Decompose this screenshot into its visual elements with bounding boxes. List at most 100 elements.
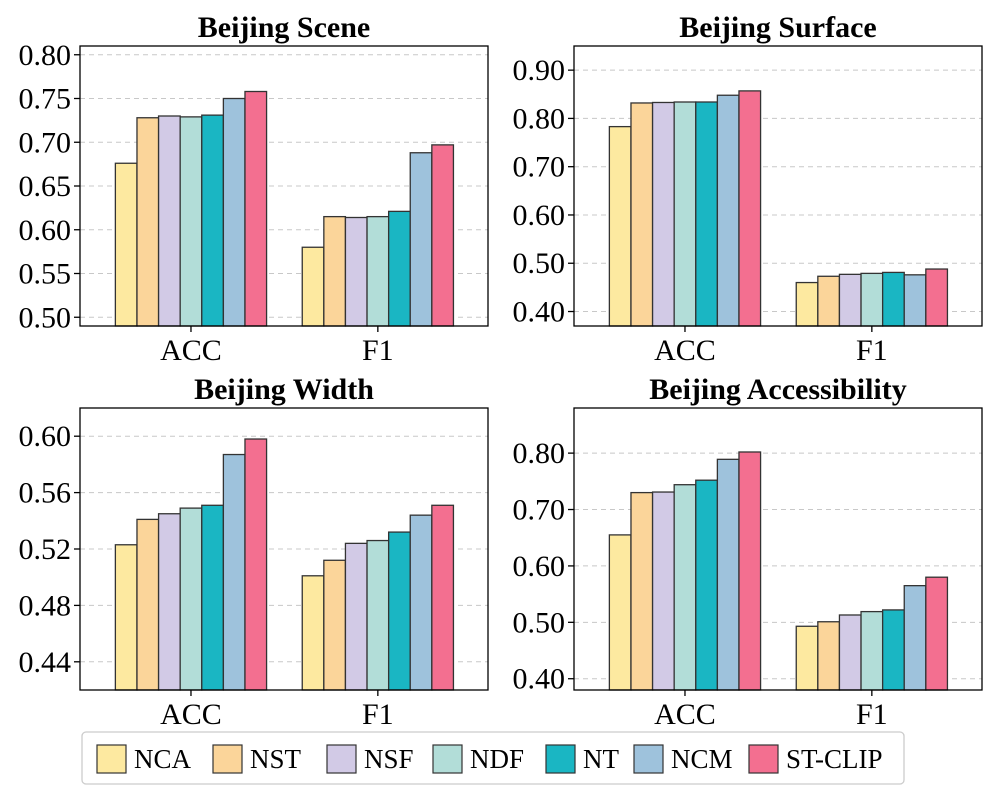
bar-nst-f1 (817, 621, 841, 691)
y-tick-label: 0.40 (513, 663, 566, 696)
bar-ndf-f1 (860, 610, 884, 691)
y-tick-label: 0.65 (19, 170, 72, 203)
bar-st-clip-acc (244, 90, 268, 327)
bar-ncm-f1 (903, 274, 927, 327)
legend-swatch-nt (545, 744, 576, 774)
panel-beijing-accessibility: ACC F1 0.40 0.50 0.60 0.70 0.80 Beijing Accessi… (513, 373, 983, 731)
bar-nca-f1 (795, 625, 819, 691)
bar-nca-acc (608, 125, 632, 327)
chart-title: Beijing Accessibility (649, 373, 907, 406)
bar-ncm-f1 (903, 585, 927, 691)
bar-nst-acc (136, 518, 160, 691)
y-tick-label: 0.60 (19, 420, 72, 453)
legend-label-nst: NST (250, 744, 302, 774)
y-tick-label: 0.70 (513, 494, 566, 527)
bar-nca-f1 (301, 246, 325, 327)
bar-nca-f1 (795, 281, 819, 327)
y-tick-label: 0.55 (19, 258, 72, 291)
bar-ncm-f1 (409, 514, 433, 691)
bar-nst-acc (136, 117, 160, 327)
bar-nst-acc (630, 102, 654, 327)
bar-nst-f1 (817, 275, 841, 327)
y-tick-label: 0.80 (19, 39, 72, 72)
y-tick-label: 0.56 (19, 477, 72, 510)
legend: NCA NST NSF NDF NT NCM ST-CLIP (81, 731, 905, 785)
legend-label-nca: NCA (134, 744, 192, 774)
y-tick-label: 0.70 (19, 126, 72, 159)
bar-ndf-f1 (860, 272, 884, 327)
legend-swatch-nsf (326, 744, 357, 774)
bar-ndf-f1 (366, 539, 390, 691)
bar-nca-acc (114, 544, 138, 691)
y-tick-label: 0.40 (513, 296, 566, 329)
bar-nt-acc (201, 504, 225, 691)
legend-swatch-st-clip (748, 744, 779, 774)
legend-label-st-clip: ST-CLIP (786, 744, 883, 774)
legend-label-ncm: NCM (671, 744, 733, 774)
legend-label-nt: NT (583, 744, 619, 774)
bar-nsf-acc (157, 115, 181, 327)
bar-ndf-acc (179, 507, 203, 691)
bar-ncm-acc (716, 94, 740, 327)
bar-ndf-acc (179, 116, 203, 327)
panel-beijing-width: ACC F1 0.44 0.48 0.52 0.56 0.60 Beijing Width (19, 373, 489, 731)
bar-nsf-acc (651, 491, 675, 691)
x-tick-label-f1: F1 (856, 698, 888, 731)
bar-st-clip-acc (738, 451, 762, 691)
y-tick-label: 0.50 (513, 606, 566, 639)
legend-swatch-nst (212, 744, 243, 774)
bar-nt-acc (201, 114, 225, 327)
bar-st-clip-f1 (431, 504, 455, 691)
y-tick-label: 0.80 (513, 102, 566, 135)
bar-nsf-f1 (344, 542, 368, 691)
y-tick-label: 0.48 (19, 589, 72, 622)
legend-frame (81, 731, 905, 785)
bar-nca-acc (114, 162, 138, 327)
bar-ndf-acc (673, 484, 697, 691)
bar-nca-f1 (301, 575, 325, 691)
y-tick-label: 0.60 (513, 199, 566, 232)
y-tick-label: 0.70 (513, 151, 566, 184)
bar-ncm-acc (222, 453, 246, 691)
bar-nt-f1 (881, 271, 905, 327)
legend-swatch-nca (96, 744, 127, 774)
y-tick-label: 0.60 (19, 214, 72, 247)
bar-nt-acc (695, 479, 719, 691)
chart-title: Beijing Scene (198, 11, 371, 44)
legend-label-ndf: NDF (470, 744, 524, 774)
bar-nsf-acc (157, 513, 181, 691)
y-tick-label: 0.44 (19, 646, 72, 679)
bar-nsf-f1 (344, 216, 368, 327)
bar-ndf-acc (673, 101, 697, 327)
bar-nt-f1 (881, 609, 905, 691)
bar-nt-f1 (387, 210, 411, 327)
y-tick-label: 0.50 (19, 301, 72, 334)
bar-st-clip-f1 (925, 576, 949, 691)
x-tick-label-acc: ACC (160, 334, 222, 367)
bar-st-clip-f1 (925, 268, 949, 327)
legend-swatch-ndf (432, 744, 463, 774)
legend-swatch-ncm (633, 744, 664, 774)
panel-beijing-surface: ACC F1 0.40 0.50 0.60 0.70 0.80 0.90 Beijing Sur… (513, 11, 983, 367)
bar-nsf-f1 (838, 273, 862, 327)
bar-nca-acc (608, 534, 632, 691)
bar-ncm-acc (222, 97, 246, 327)
bar-ncm-f1 (409, 152, 433, 327)
y-tick-label: 0.52 (19, 533, 72, 566)
bar-ncm-acc (716, 458, 740, 691)
bar-nst-f1 (323, 559, 347, 691)
axes-frame (573, 45, 983, 327)
x-tick-label-f1: F1 (362, 698, 394, 731)
x-tick-label-acc: ACC (654, 334, 716, 367)
x-tick-label-f1: F1 (856, 334, 888, 367)
bar-nst-f1 (323, 215, 347, 327)
y-tick-label: 0.60 (513, 550, 566, 583)
bar-nst-acc (630, 491, 654, 691)
bar-st-clip-acc (244, 438, 268, 691)
bar-st-clip-f1 (431, 144, 455, 327)
x-tick-label-acc: ACC (654, 698, 716, 731)
chart-title: Beijing Surface (679, 11, 876, 44)
y-tick-label: 0.90 (513, 54, 566, 87)
